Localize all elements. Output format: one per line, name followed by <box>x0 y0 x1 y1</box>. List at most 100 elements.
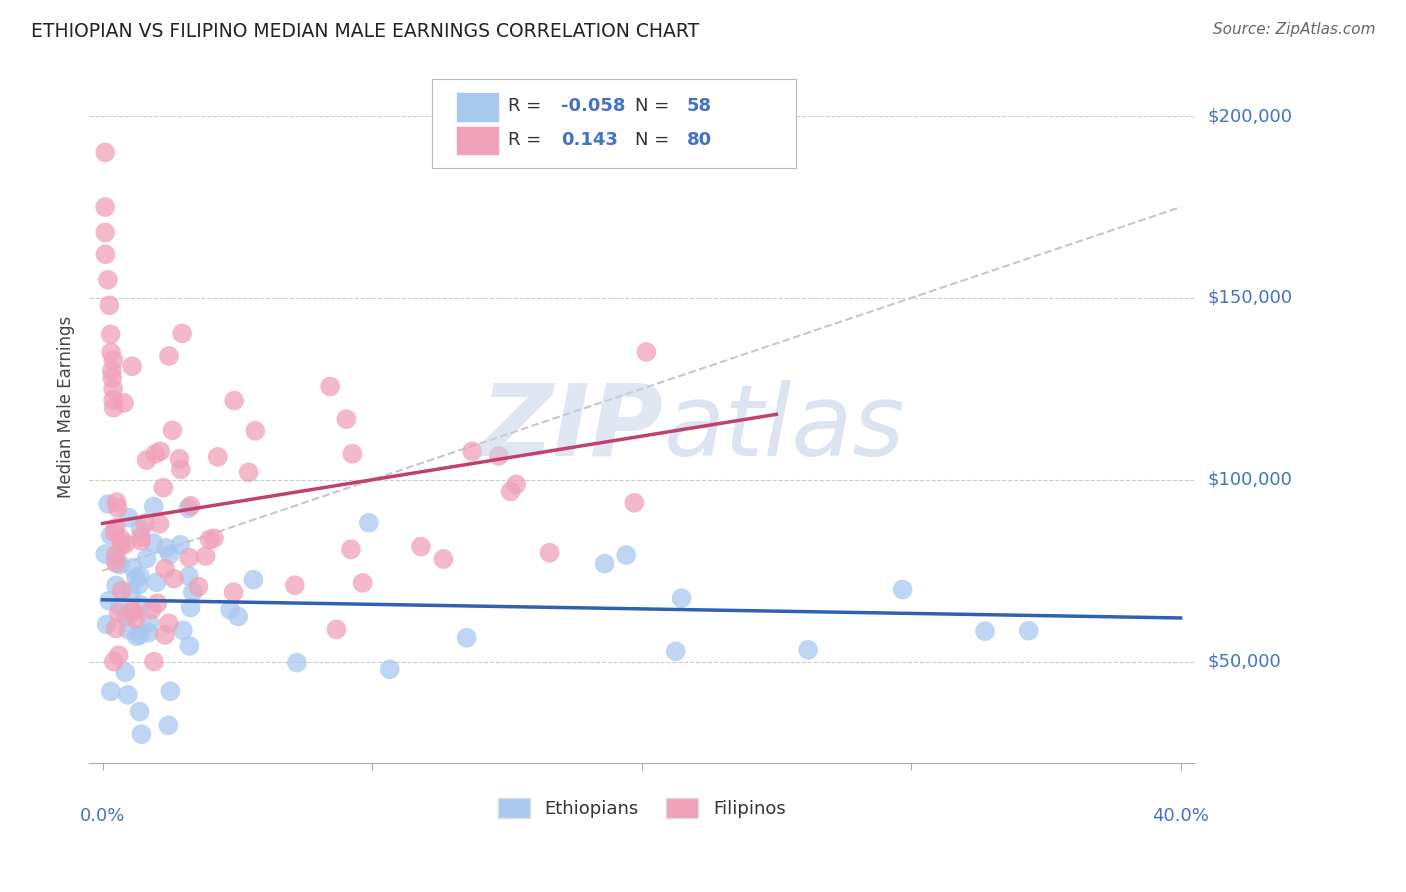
Point <box>891 582 914 597</box>
Point <box>131 727 153 741</box>
Point <box>538 546 561 560</box>
Point <box>112 396 135 410</box>
Point <box>100 684 122 698</box>
Point <box>94 145 117 160</box>
Point <box>198 533 221 547</box>
Text: R =: R = <box>508 131 547 149</box>
Point <box>665 644 688 658</box>
Point <box>409 540 432 554</box>
Legend: Ethiopians, Filipinos: Ethiopians, Filipinos <box>491 790 793 826</box>
Point <box>335 412 357 426</box>
Point <box>614 548 637 562</box>
Point <box>169 538 191 552</box>
Point <box>134 516 156 531</box>
Point <box>325 623 347 637</box>
Point <box>456 631 478 645</box>
Point <box>122 605 145 619</box>
Text: $150,000: $150,000 <box>1208 289 1292 307</box>
Point <box>352 575 374 590</box>
Point <box>124 612 146 626</box>
Point <box>114 537 136 551</box>
Point <box>432 552 454 566</box>
Point <box>129 598 152 612</box>
Point <box>202 531 225 545</box>
Point <box>141 602 163 616</box>
Point <box>128 578 150 592</box>
Point <box>94 247 117 261</box>
Point <box>149 444 172 458</box>
Point <box>138 625 160 640</box>
Point <box>285 656 308 670</box>
Point <box>159 548 181 562</box>
Text: $50,000: $50,000 <box>1208 653 1281 671</box>
Point <box>103 382 125 396</box>
Point <box>94 547 117 561</box>
Text: 80: 80 <box>688 131 711 149</box>
Point <box>342 447 364 461</box>
Point <box>242 573 264 587</box>
Text: R =: R = <box>508 97 547 115</box>
Point <box>129 569 152 583</box>
Point <box>179 550 201 565</box>
Text: 40.0%: 40.0% <box>1153 807 1209 825</box>
Point <box>187 580 209 594</box>
Point <box>110 539 132 553</box>
Point <box>159 684 181 698</box>
Point <box>96 617 118 632</box>
Point <box>169 451 191 466</box>
Point <box>94 200 117 214</box>
Point <box>108 599 131 613</box>
Point <box>125 629 148 643</box>
Y-axis label: Median Male Earnings: Median Male Earnings <box>58 316 75 498</box>
Point <box>107 500 129 515</box>
Point <box>593 557 616 571</box>
Point <box>488 449 510 463</box>
Text: Source: ZipAtlas.com: Source: ZipAtlas.com <box>1212 22 1375 37</box>
Point <box>107 606 129 620</box>
Point <box>797 643 820 657</box>
Point <box>177 501 200 516</box>
Point <box>170 462 193 476</box>
Point <box>145 575 167 590</box>
Point <box>135 551 157 566</box>
Point <box>180 499 202 513</box>
Point <box>100 345 122 359</box>
Point <box>143 655 166 669</box>
Point <box>105 495 128 509</box>
Point <box>222 585 245 599</box>
Text: -0.058: -0.058 <box>561 97 626 115</box>
Point <box>100 528 122 542</box>
Point <box>129 530 152 544</box>
Point <box>157 718 180 732</box>
Point <box>284 578 307 592</box>
Point <box>974 624 997 639</box>
Point <box>148 516 170 531</box>
Text: 58: 58 <box>688 97 711 115</box>
Point <box>163 572 186 586</box>
Point <box>101 371 124 385</box>
Point <box>357 516 380 530</box>
Point <box>671 591 693 606</box>
Point <box>129 522 152 536</box>
Point <box>103 525 125 540</box>
Point <box>157 616 180 631</box>
Point <box>146 596 169 610</box>
Bar <box>457 94 499 122</box>
Point <box>152 481 174 495</box>
Text: N =: N = <box>636 131 675 149</box>
Point <box>103 655 125 669</box>
Point <box>121 561 143 575</box>
Point <box>238 466 260 480</box>
FancyBboxPatch shape <box>432 79 796 169</box>
Text: N =: N = <box>636 97 675 115</box>
Point <box>107 648 129 663</box>
Point <box>103 392 125 407</box>
Point <box>100 327 122 342</box>
Point <box>115 609 138 624</box>
Point <box>129 628 152 642</box>
Point <box>194 549 217 563</box>
Point <box>1018 624 1040 638</box>
Point <box>138 615 160 630</box>
Point <box>104 521 127 535</box>
Point <box>97 497 120 511</box>
